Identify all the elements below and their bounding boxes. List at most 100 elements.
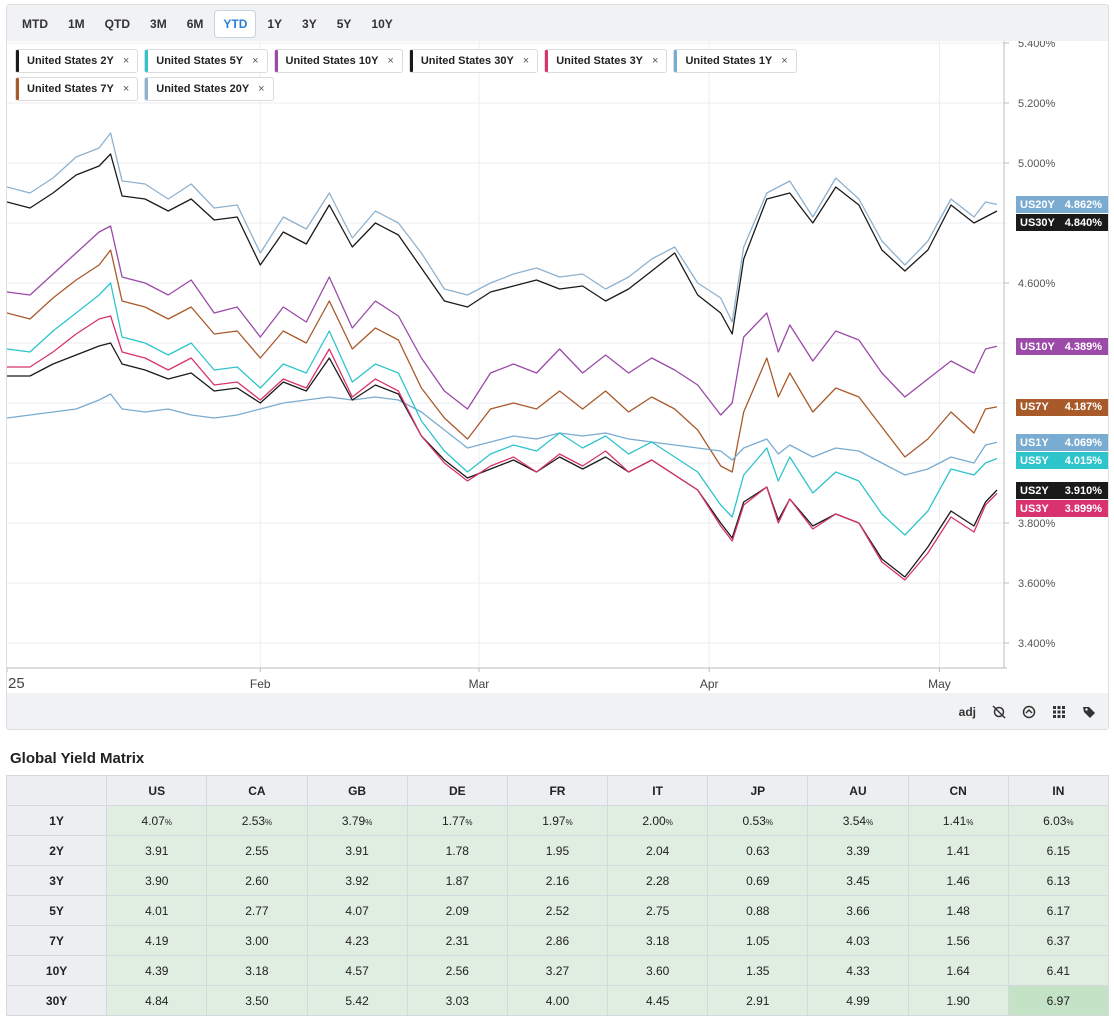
matrix-cell[interactable]: 4.33 (807, 955, 909, 986)
series-chip[interactable]: United States 5Y × (144, 49, 268, 73)
adjust-button[interactable]: adj (958, 705, 976, 719)
range-button-ytd[interactable]: YTD (214, 10, 257, 38)
matrix-cell[interactable]: 3.79% (306, 805, 408, 836)
matrix-cell[interactable]: 4.07 (306, 895, 408, 926)
matrix-cell[interactable]: 1.97% (506, 805, 609, 836)
matrix-cell[interactable]: 1.64 (907, 955, 1009, 986)
matrix-cell[interactable]: 6.37 (1007, 925, 1110, 956)
matrix-cell[interactable]: 3.18 (206, 955, 308, 986)
series-chip[interactable]: United States 30Y × (408, 49, 539, 73)
matrix-cell[interactable]: 0.53% (707, 805, 809, 836)
matrix-cell[interactable]: 2.31 (406, 925, 508, 956)
matrix-cell[interactable]: 6.13 (1007, 865, 1110, 896)
matrix-cell[interactable]: 3.00 (206, 925, 308, 956)
matrix-cell[interactable]: 4.01 (106, 895, 208, 926)
matrix-cell[interactable]: 4.99 (807, 985, 909, 1016)
matrix-cell[interactable]: 2.16 (506, 865, 609, 896)
matrix-column-header[interactable]: JP (707, 775, 809, 806)
matrix-cell[interactable]: 2.55 (206, 835, 308, 866)
series-chip[interactable]: United States 10Y × (273, 49, 403, 73)
matrix-cell[interactable]: 3.45 (807, 865, 909, 896)
matrix-column-header[interactable]: US (106, 775, 208, 806)
matrix-cell[interactable]: 2.52 (506, 895, 609, 926)
crosshair-off-icon[interactable] (992, 705, 1006, 719)
series-chip[interactable]: United States 2Y × (15, 49, 139, 73)
matrix-cell[interactable]: 4.03 (807, 925, 909, 956)
close-icon[interactable]: × (387, 55, 394, 67)
matrix-cell[interactable]: 6.15 (1007, 835, 1110, 866)
range-button-10y[interactable]: 10Y (371, 17, 393, 31)
matrix-cell[interactable]: 2.86 (506, 925, 609, 956)
matrix-cell[interactable]: 3.90 (106, 865, 208, 896)
matrix-cell[interactable]: 2.53% (206, 805, 308, 836)
matrix-column-header[interactable]: IN (1007, 775, 1110, 806)
close-icon[interactable]: × (258, 83, 265, 95)
matrix-cell[interactable]: 6.41 (1007, 955, 1110, 986)
matrix-cell[interactable]: 1.41% (907, 805, 1009, 836)
matrix-cell[interactable]: 0.69 (707, 865, 809, 896)
matrix-cell[interactable]: 4.45 (607, 985, 709, 1016)
matrix-cell[interactable]: 4.00 (506, 985, 609, 1016)
matrix-column-header[interactable]: IT (607, 775, 709, 806)
matrix-cell[interactable]: 3.18 (607, 925, 709, 956)
matrix-cell[interactable]: 6.03% (1007, 805, 1110, 836)
matrix-cell[interactable]: 4.07% (106, 805, 208, 836)
matrix-cell[interactable]: 4.84 (106, 985, 208, 1016)
close-icon[interactable]: × (522, 55, 530, 67)
grid-icon[interactable] (1052, 705, 1066, 719)
matrix-cell[interactable]: 1.48 (907, 895, 1009, 926)
series-chip[interactable]: United States 7Y × (15, 77, 139, 101)
matrix-cell[interactable]: 4.57 (306, 955, 408, 986)
matrix-cell[interactable]: 3.03 (406, 985, 508, 1016)
range-button-mtd[interactable]: MTD (22, 17, 48, 31)
matrix-column-header[interactable]: CN (907, 775, 1009, 806)
matrix-cell[interactable]: 3.92 (306, 865, 408, 896)
plot-area[interactable]: 25 Feb Mar Apr May 5.400% 5.200% 5.000% 4.600% 3.… (7, 41, 1108, 693)
range-button-qtd[interactable]: QTD (104, 17, 131, 31)
range-button-6m[interactable]: 6M (186, 17, 204, 31)
matrix-cell[interactable]: 3.60 (607, 955, 709, 986)
yield-chart[interactable]: 25 Feb Mar Apr May 5.400% 5.200% 5.000% 4.600% 3.… (7, 41, 1108, 693)
matrix-cell[interactable]: 6.17 (1007, 895, 1110, 926)
matrix-cell[interactable]: 2.00% (607, 805, 709, 836)
matrix-cell[interactable]: 2.75 (607, 895, 709, 926)
matrix-cell[interactable]: 2.77 (206, 895, 308, 926)
range-button-3m[interactable]: 3M (150, 17, 167, 31)
range-button-1m[interactable]: 1M (68, 17, 85, 31)
matrix-cell[interactable]: 4.39 (106, 955, 208, 986)
close-icon[interactable]: × (122, 83, 130, 95)
matrix-column-header[interactable]: DE (406, 775, 508, 806)
matrix-cell[interactable]: 2.28 (607, 865, 709, 896)
compare-icon[interactable] (1022, 705, 1036, 719)
matrix-cell[interactable]: 0.63 (707, 835, 809, 866)
close-icon[interactable]: × (781, 55, 788, 67)
matrix-column-header[interactable]: AU (807, 775, 909, 806)
matrix-column-header[interactable]: CA (206, 775, 308, 806)
matrix-cell[interactable]: 1.95 (506, 835, 609, 866)
close-icon[interactable]: × (122, 55, 130, 67)
matrix-cell[interactable]: 0.88 (707, 895, 809, 926)
matrix-cell[interactable]: 2.09 (406, 895, 508, 926)
series-chip[interactable]: United States 20Y × (144, 77, 274, 101)
series-chip[interactable]: United States 1Y × (673, 49, 797, 73)
matrix-cell[interactable]: 2.04 (607, 835, 709, 866)
matrix-cell[interactable]: 2.56 (406, 955, 508, 986)
matrix-cell[interactable]: 5.42 (306, 985, 408, 1016)
matrix-cell[interactable]: 1.56 (907, 925, 1009, 956)
range-button-3y[interactable]: 3Y (302, 17, 317, 31)
matrix-cell[interactable]: 3.54% (807, 805, 909, 836)
matrix-cell[interactable]: 6.97 (1007, 985, 1110, 1016)
matrix-cell[interactable]: 1.87 (406, 865, 508, 896)
matrix-cell[interactable]: 2.60 (206, 865, 308, 896)
close-icon[interactable]: × (652, 55, 659, 67)
matrix-cell[interactable]: 2.91 (707, 985, 809, 1016)
matrix-cell[interactable]: 1.35 (707, 955, 809, 986)
series-chip[interactable]: United States 3Y × (544, 49, 668, 73)
matrix-cell[interactable]: 4.19 (106, 925, 208, 956)
matrix-cell[interactable]: 3.66 (807, 895, 909, 926)
matrix-cell[interactable]: 1.90 (907, 985, 1009, 1016)
matrix-cell[interactable]: 1.78 (406, 835, 508, 866)
matrix-cell[interactable]: 3.50 (206, 985, 308, 1016)
matrix-cell[interactable]: 4.23 (306, 925, 408, 956)
range-button-5y[interactable]: 5Y (336, 17, 352, 31)
